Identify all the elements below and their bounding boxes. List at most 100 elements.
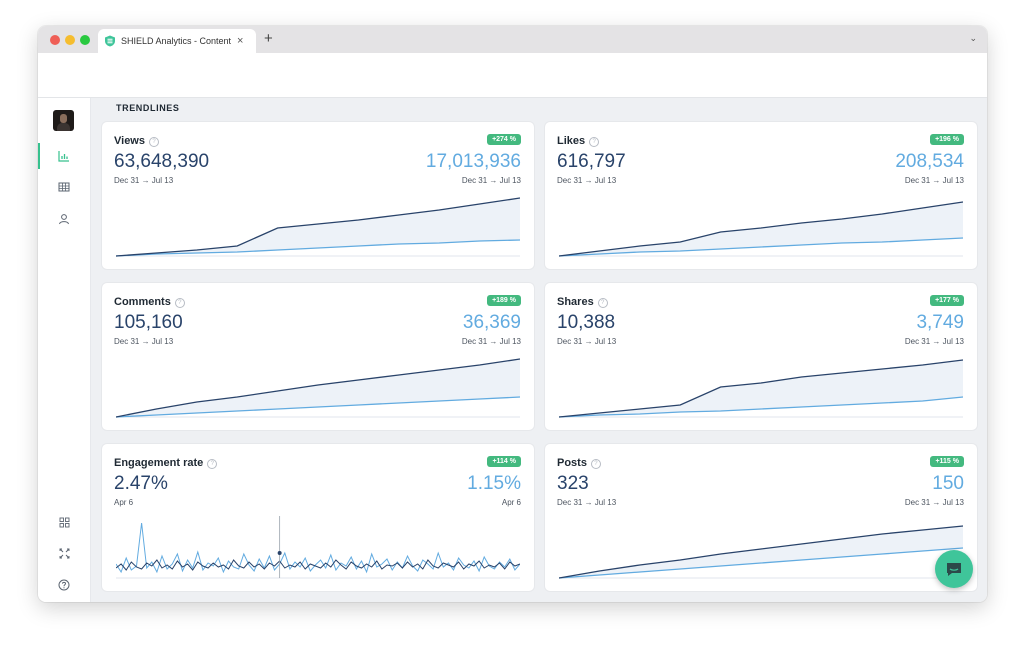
user-icon[interactable] [56,211,72,227]
help-icon[interactable]: ? [590,459,601,469]
close-window-button[interactable] [50,35,60,45]
card-engagement-rate[interactable]: Engagement rate? +114 % 2.47% 1.15% Apr 6 Apr… [102,444,534,591]
card-title: Posts? [557,457,601,469]
help-icon[interactable]: ? [174,298,185,308]
current-value: 105,160 [114,312,183,333]
zoom-window-button[interactable] [80,35,90,45]
chart-fill-area [116,359,520,417]
chart-fill-area [559,526,963,578]
card-title-text: Comments [114,296,171,308]
help-icon[interactable]: ? [597,298,608,308]
series-current-line [116,358,520,418]
card-views[interactable]: Views? +274 % 63,648,390 17,013,936 Dec 31 →… [102,122,534,269]
previous-value: 1.15% [467,473,521,494]
series-current-line [559,359,963,418]
date-range-previous: Dec 31 → Jul 13 [904,498,964,507]
current-value: 10,388 [557,312,616,333]
series-previous-line [559,547,963,579]
expand-icon[interactable] [56,545,72,561]
current-value: 323 [557,473,589,494]
card-title-text: Posts [557,457,587,469]
current-value: 616,797 [557,151,626,172]
grid-icon[interactable] [56,514,72,530]
series-current-line [116,197,520,257]
current-value: 2.47% [114,473,168,494]
series-previous-line [559,396,963,418]
bar-chart-icon[interactable] [56,148,72,164]
change-badge: +114 % [487,456,521,467]
help-icon[interactable]: ? [589,137,600,147]
series-current-line [116,559,520,571]
date-range-previous: Dec 31 → Jul 13 [904,337,964,346]
card-title: Views? [114,135,159,147]
trend-chart[interactable] [116,355,520,419]
change-badge: +177 % [930,295,964,306]
hover-marker [277,551,282,555]
date-range-current: Apr 6 [114,498,134,507]
change-badge: +115 % [930,456,964,467]
current-value: 63,648,390 [114,151,210,172]
date-range-previous: Dec 31 → Jul 13 [461,176,521,185]
date-range-previous: Dec 31 → Jul 13 [461,337,521,346]
trend-chart[interactable] [559,516,963,580]
series-previous-line [116,396,520,418]
shield-logo-icon [105,35,115,47]
series-current-line [559,201,963,257]
title-bar: SHIELD Analytics - Content Ov × + ⌄ [38,26,987,54]
date-range-current: Dec 31 → Jul 13 [557,176,617,185]
card-shares[interactable]: Shares? +177 % 10,388 3,749 Dec 31 → Jul 13 D… [545,283,977,430]
change-badge: +196 % [930,134,964,145]
tab-title: SHIELD Analytics - Content Ov [121,36,233,46]
help-icon[interactable] [56,577,72,593]
chart-fill-area [559,360,963,417]
avatar[interactable] [53,110,74,131]
date-range-current: Dec 31 → Jul 13 [557,498,617,507]
card-title: Engagement rate? [114,457,218,469]
change-badge: +274 % [487,134,521,145]
chat-button[interactable] [935,550,973,588]
section-title: TRENDLINES [116,103,180,113]
date-range-current: Dec 31 → Jul 13 [114,337,174,346]
date-range-current: Dec 31 → Jul 13 [557,337,617,346]
card-title: Likes? [557,135,600,147]
close-tab-icon[interactable]: × [237,35,244,47]
chevron-down-icon[interactable]: ⌄ [969,33,977,43]
main-content: TRENDLINES Views? +274 % 63,648,390 17,013,… [91,98,987,602]
card-likes[interactable]: Likes? +196 % 616,797 208,534 Dec 31 → Jul 1… [545,122,977,269]
table-icon[interactable] [56,179,72,195]
series-previous-line [116,522,520,574]
trend-chart[interactable] [559,355,963,419]
trend-chart[interactable] [559,194,963,258]
previous-value: 17,013,936 [425,151,521,172]
previous-value: 208,534 [895,151,964,172]
previous-value: 3,749 [916,312,964,333]
browser-window: SHIELD Analytics - Content Ov × + ⌄ [38,26,987,602]
card-title-text: Likes [557,135,586,147]
chat-icon [947,562,961,576]
date-range-previous: Apr 6 [501,498,521,507]
card-title: Comments? [114,296,185,308]
minimize-window-button[interactable] [65,35,75,45]
date-range-current: Dec 31 → Jul 13 [114,176,174,185]
help-icon[interactable]: ? [149,137,159,147]
previous-value: 150 [932,473,964,494]
card-title-text: Engagement rate [114,457,204,469]
date-range-previous: Dec 31 → Jul 13 [904,176,964,185]
card-title-text: Shares [557,296,594,308]
card-title-text: Views [114,135,145,147]
series-current-line [559,525,963,579]
series-previous-line [559,237,963,257]
browser-tab[interactable]: SHIELD Analytics - Content Ov × [98,29,256,53]
new-tab-icon[interactable]: + [264,30,273,47]
change-badge: +189 % [487,295,521,306]
card-comments[interactable]: Comments? +189 % 105,160 36,369 Dec 31 → Jul… [102,283,534,430]
card-posts[interactable]: Posts? +115 % 323 150 Dec 31 → Jul 13 Dec 31 … [545,444,977,591]
trend-chart[interactable] [116,516,520,580]
sidebar [38,98,91,602]
trend-chart[interactable] [116,194,520,258]
card-title: Shares? [557,296,608,308]
app-header [38,53,987,98]
help-icon[interactable]: ? [207,459,218,469]
active-indicator [38,143,40,169]
series-previous-line [116,239,520,257]
